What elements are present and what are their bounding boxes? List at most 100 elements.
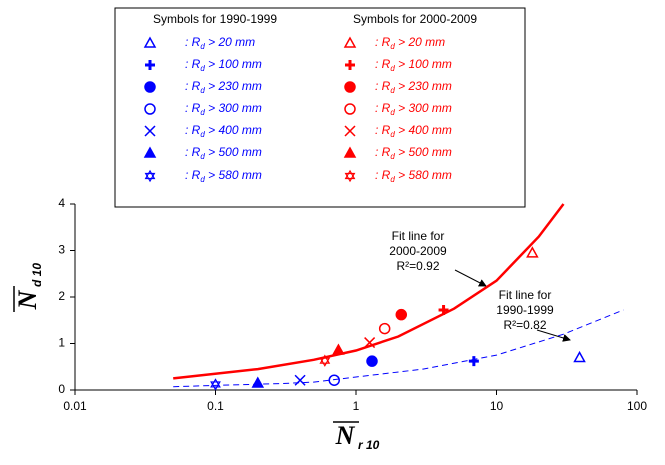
- legend-label-part: > 300 mm: [395, 101, 452, 115]
- legend-label-part: : R: [185, 145, 201, 159]
- point: [251, 376, 265, 388]
- legend-label: : Rd > 400 mm: [375, 123, 452, 139]
- legend-label-part: d: [390, 42, 395, 51]
- legend-marker: [344, 103, 356, 115]
- legend-label-part: d: [390, 86, 395, 95]
- legend-label-part: d: [390, 152, 395, 161]
- legend-label: : Rd > 500 mm: [185, 145, 262, 161]
- legend-label: : Rd > 580 mm: [375, 168, 452, 184]
- legend-label-part: > 500 mm: [205, 145, 262, 159]
- legend-title: Symbols for 2000-2009: [353, 12, 477, 26]
- y-tick-label: 4: [58, 196, 65, 210]
- legend-label: : Rd > 100 mm: [185, 57, 262, 73]
- legend-label-part: : R: [185, 35, 201, 49]
- legend-label: : Rd > 580 mm: [185, 168, 262, 184]
- legend-label: : Rd > 300 mm: [185, 101, 262, 117]
- ylabel-symbol: N: [13, 289, 42, 310]
- legend-label: : Rd > 230 mm: [185, 79, 262, 95]
- ylabel-label: Nd 10: [13, 263, 44, 312]
- legend-label-part: : R: [375, 168, 391, 182]
- legend-label-part: : R: [375, 35, 391, 49]
- legend-label-part: > 100 mm: [395, 57, 452, 71]
- legend-label-part: d: [200, 130, 205, 139]
- point: [378, 322, 391, 335]
- legend-marker: [145, 60, 155, 70]
- legend-label-part: > 20 mm: [205, 35, 255, 49]
- legend-label-part: d: [200, 86, 205, 95]
- legend-label: : Rd > 400 mm: [185, 123, 262, 139]
- y-tick-label: 3: [58, 243, 65, 257]
- legend-marker: [345, 60, 355, 70]
- x-tick-label: 10: [490, 399, 504, 413]
- legend-label-part: : R: [375, 145, 391, 159]
- point: [319, 354, 331, 367]
- legend-marker: [343, 36, 357, 48]
- legend-label-part: > 300 mm: [205, 101, 262, 115]
- legend-marker: [144, 169, 156, 183]
- annotation: 1990-1999: [496, 303, 554, 317]
- legend-label-part: d: [390, 175, 395, 184]
- x-tick-label: 0.1: [207, 399, 224, 413]
- point: [438, 305, 449, 316]
- point: [364, 337, 376, 349]
- legend-label-part: > 230 mm: [395, 79, 452, 93]
- legend-marker: [143, 36, 157, 48]
- legend-marker: [344, 125, 356, 137]
- legend-marker: [144, 81, 156, 93]
- legend-label-part: : R: [375, 123, 391, 137]
- legend-label-part: d: [390, 64, 395, 73]
- point: [366, 355, 378, 367]
- point: [294, 374, 306, 386]
- marker-part: [210, 381, 221, 391]
- legend-label: : Rd > 300 mm: [375, 101, 452, 117]
- legend-label-part: d: [200, 152, 205, 161]
- legend-label-part: d: [200, 42, 205, 51]
- marker-part: [319, 354, 331, 364]
- x-tick-label: 0.01: [63, 399, 87, 413]
- y-tick-label: 0: [58, 382, 65, 396]
- annotation: R²=0.92: [396, 259, 439, 273]
- legend-label: : Rd > 100 mm: [375, 57, 452, 73]
- marker-part: [144, 172, 156, 183]
- annotation: R²=0.82: [503, 318, 546, 332]
- xlabel-subscript: r 10: [358, 438, 380, 452]
- point: [210, 378, 221, 391]
- legend-label: : Rd > 230 mm: [375, 79, 452, 95]
- point: [526, 246, 539, 258]
- legend-marker: [343, 146, 357, 158]
- ylabel-subscript: d 10: [30, 263, 44, 287]
- legend-label-part: : R: [185, 168, 201, 182]
- legend-label-part: d: [200, 108, 205, 117]
- annotation-arrow: [454, 269, 487, 287]
- legend-label-part: : R: [375, 101, 391, 115]
- annotation: Fit line for: [499, 288, 552, 302]
- fit-line: [173, 309, 624, 388]
- legend-label-part: > 580 mm: [395, 168, 452, 182]
- y-tick-label: 1: [58, 336, 65, 350]
- legend-label-part: : R: [185, 123, 201, 137]
- fit-line: [173, 203, 565, 380]
- legend-marker: [143, 146, 157, 158]
- legend-marker: [144, 125, 156, 137]
- legend-label-part: > 580 mm: [205, 168, 262, 182]
- marker-part: [344, 172, 356, 183]
- point: [328, 374, 340, 386]
- legend-label-part: d: [200, 175, 205, 184]
- legend-label-part: : R: [185, 57, 201, 71]
- point: [332, 343, 345, 355]
- legend-title: Symbols for 1990-1999: [153, 12, 277, 26]
- x-tick-label: 1: [353, 399, 360, 413]
- legend-label-part: : R: [185, 101, 201, 115]
- legend-label-part: d: [390, 130, 395, 139]
- legend-marker: [344, 81, 356, 93]
- legend-label: : Rd > 20 mm: [375, 35, 445, 51]
- marker-part: [319, 357, 331, 367]
- legend-label-part: d: [390, 108, 395, 117]
- annotation-arrow: [536, 329, 571, 342]
- legend-marker: [144, 103, 156, 115]
- annotation: Fit line for: [392, 229, 445, 243]
- legend-label-part: > 400 mm: [205, 123, 262, 137]
- legend-label: : Rd > 20 mm: [185, 35, 255, 51]
